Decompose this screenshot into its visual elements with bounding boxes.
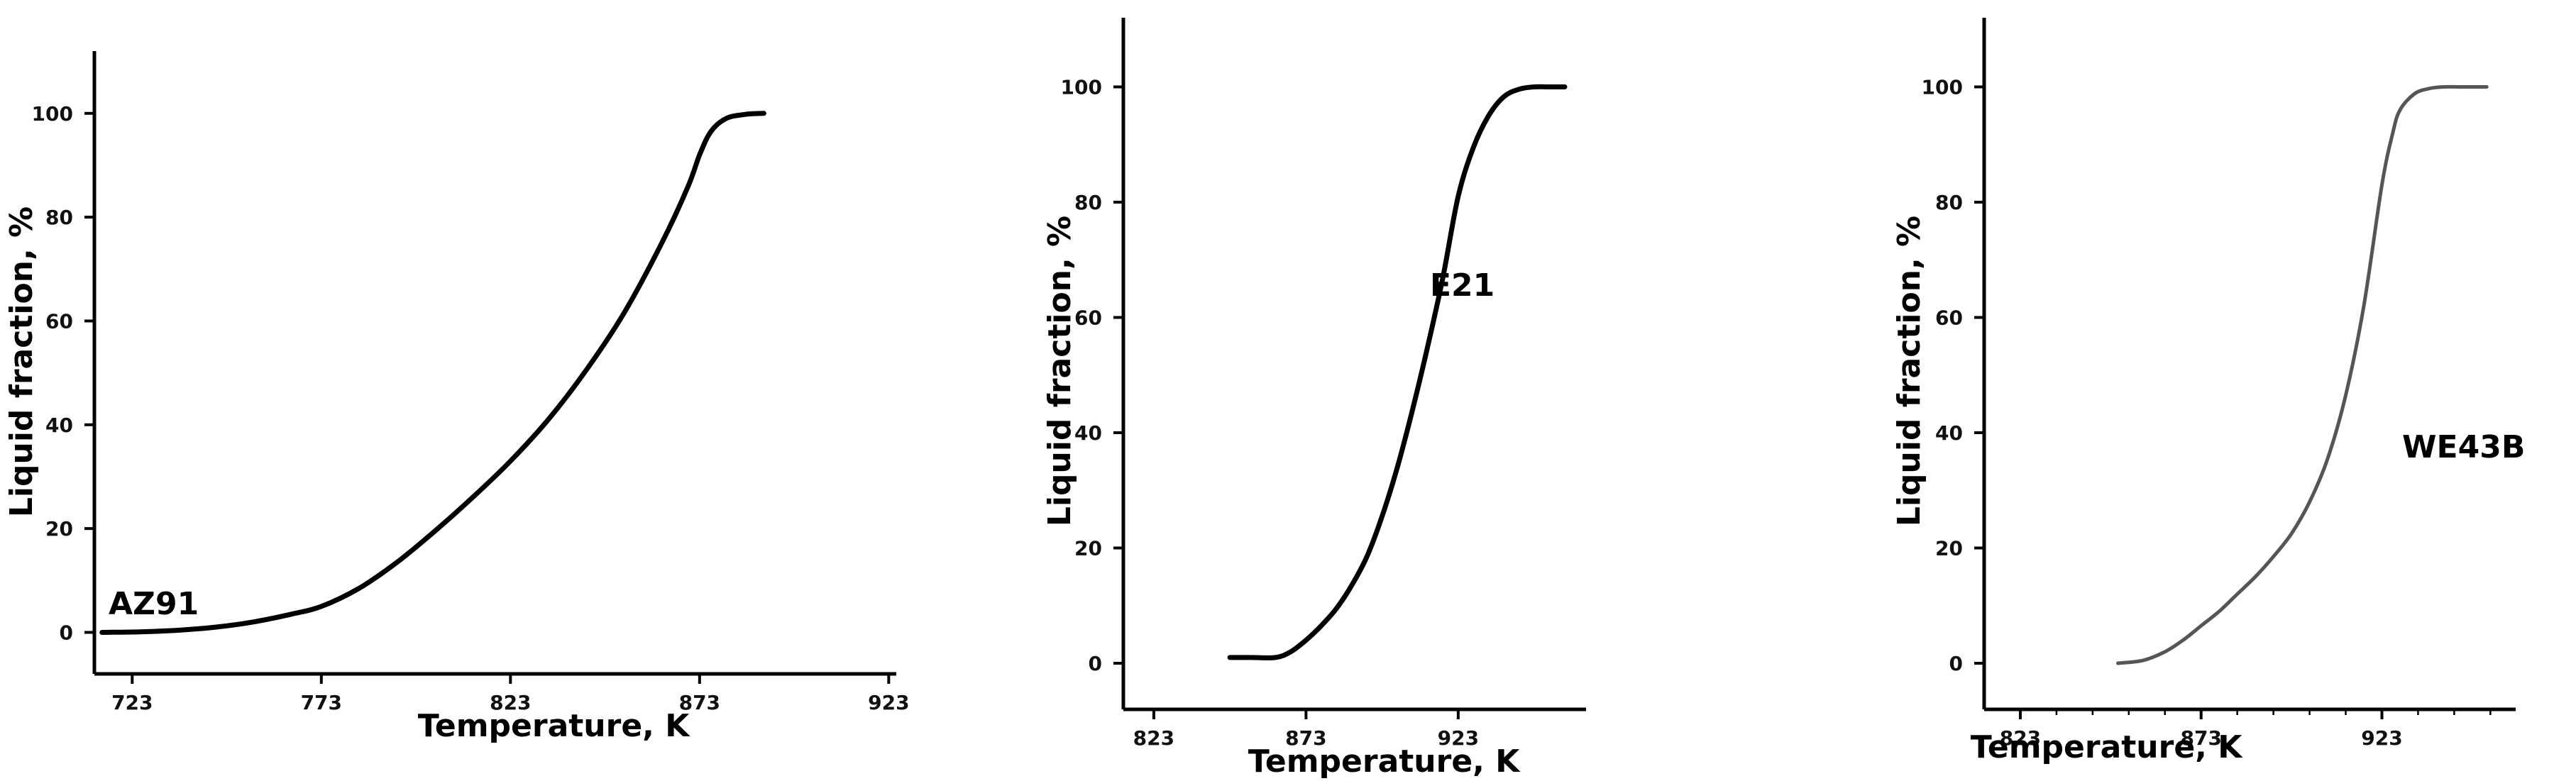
alloy-label: WE43B [2402,429,2525,465]
y-tick-label: 60 [1074,306,1102,330]
y-tick-label: 80 [45,206,73,229]
y-tick-label: 0 [1949,652,1963,675]
x-tick-label: 923 [2361,726,2402,750]
alloy-label: AZ91 [109,586,199,622]
y-axis-label: Liquid fraction, % [4,206,40,517]
x-tick-label: 823 [2000,726,2041,750]
y-tick-label: 40 [45,414,73,437]
y-axis-label: Liquid fraction, % [1042,216,1078,526]
y-tick-label: 60 [45,309,73,333]
x-axis-label: Temperature, K [1248,743,1521,780]
y-tick-label: 100 [1922,76,1963,99]
chart-az91: 723 773 823 873 923 0 20 40 60 80 100 Temperature, … [4,51,910,744]
x-axis-label: Temperature, K [1971,729,2244,765]
series-line [99,111,766,635]
y-axis-label: Liquid fraction, % [1891,216,1927,526]
x-tick-label: 873 [1285,726,1326,750]
y-tick-label: 20 [1074,537,1102,560]
x-tick-label: 923 [1438,726,1479,750]
alloy-label: E21 [1430,267,1495,304]
y-tick-label: 80 [1074,191,1102,214]
y-tick-label: 100 [1061,76,1102,99]
y-tick-label: 20 [45,517,73,541]
x-tick-label: 823 [1133,726,1174,750]
y-tick-label: 80 [1935,191,1963,214]
y-tick-label: 100 [32,102,73,126]
chart-e21: 823 873 923 0 20 40 60 80 100 Temperature, K Liqui… [1042,18,1586,780]
x-tick-label: 873 [2180,726,2221,750]
x-tick-label: 773 [301,691,342,714]
y-tick-label: 20 [1935,537,1963,560]
x-tick-label: 823 [490,691,531,714]
y-tick-label: 40 [1935,421,1963,445]
y-tick-label: 0 [1089,652,1102,675]
x-axis-label: Temperature, K [418,708,691,744]
x-tick-label: 873 [679,691,720,714]
y-tick-label: 0 [60,621,73,644]
x-tick-label: 923 [868,691,909,714]
x-tick-label: 723 [111,691,153,714]
series-line [2116,84,2489,665]
series-line [1227,84,1568,660]
y-tick-label: 40 [1074,421,1102,445]
chart-we43b: 823 873 923 0 20 40 60 80 100 Temperature, K Liqui… [1891,18,2525,765]
y-tick-label: 60 [1935,306,1963,330]
